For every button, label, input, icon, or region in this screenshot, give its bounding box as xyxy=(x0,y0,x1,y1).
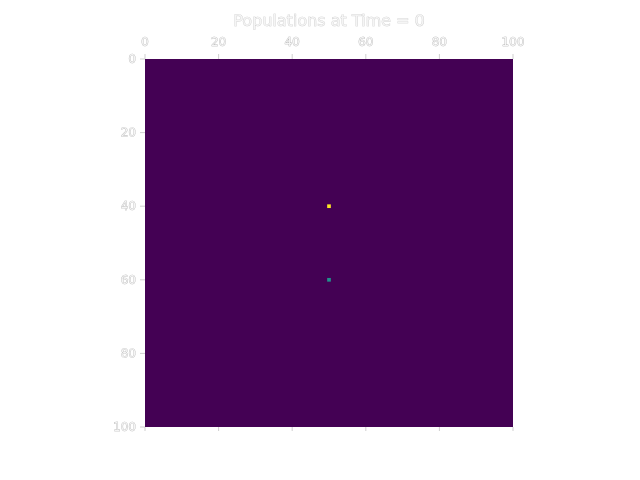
y-tick-label: 100 xyxy=(113,420,136,434)
chart-title: Populations at Time = 0 xyxy=(233,11,425,30)
y-tick-label: 0 xyxy=(128,52,136,66)
y-axis-left: 0 20 40 60 80 100 xyxy=(113,52,145,434)
x-axis-top: 0 20 40 60 80 100 xyxy=(141,35,525,431)
x-tick-label: 100 xyxy=(502,35,525,49)
x-tick-label: 60 xyxy=(358,35,373,49)
y-tick-label: 60 xyxy=(121,273,136,287)
heatmap-cells xyxy=(327,204,331,282)
x-tick-label: 0 xyxy=(141,35,149,49)
x-tick-label: 80 xyxy=(432,35,447,49)
heatmap-background xyxy=(145,59,513,427)
y-tick-label: 20 xyxy=(121,126,136,140)
y-tick-label: 40 xyxy=(121,199,136,213)
x-tick-label: 40 xyxy=(285,35,300,49)
heatmap-cell-2 xyxy=(327,277,331,282)
y-tick-label: 80 xyxy=(121,346,136,360)
x-tick-label: 20 xyxy=(211,35,226,49)
heatmap-cell-1 xyxy=(327,204,331,209)
